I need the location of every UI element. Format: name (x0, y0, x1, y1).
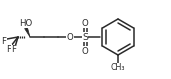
Text: HO: HO (19, 18, 33, 27)
Text: F: F (2, 36, 6, 46)
Polygon shape (25, 27, 30, 37)
Text: CH₃: CH₃ (111, 64, 125, 73)
Text: F: F (6, 44, 11, 53)
Text: O: O (82, 47, 88, 56)
Text: O: O (82, 18, 88, 27)
Text: F: F (11, 46, 16, 55)
Text: S: S (82, 32, 88, 41)
Text: O: O (67, 32, 73, 41)
